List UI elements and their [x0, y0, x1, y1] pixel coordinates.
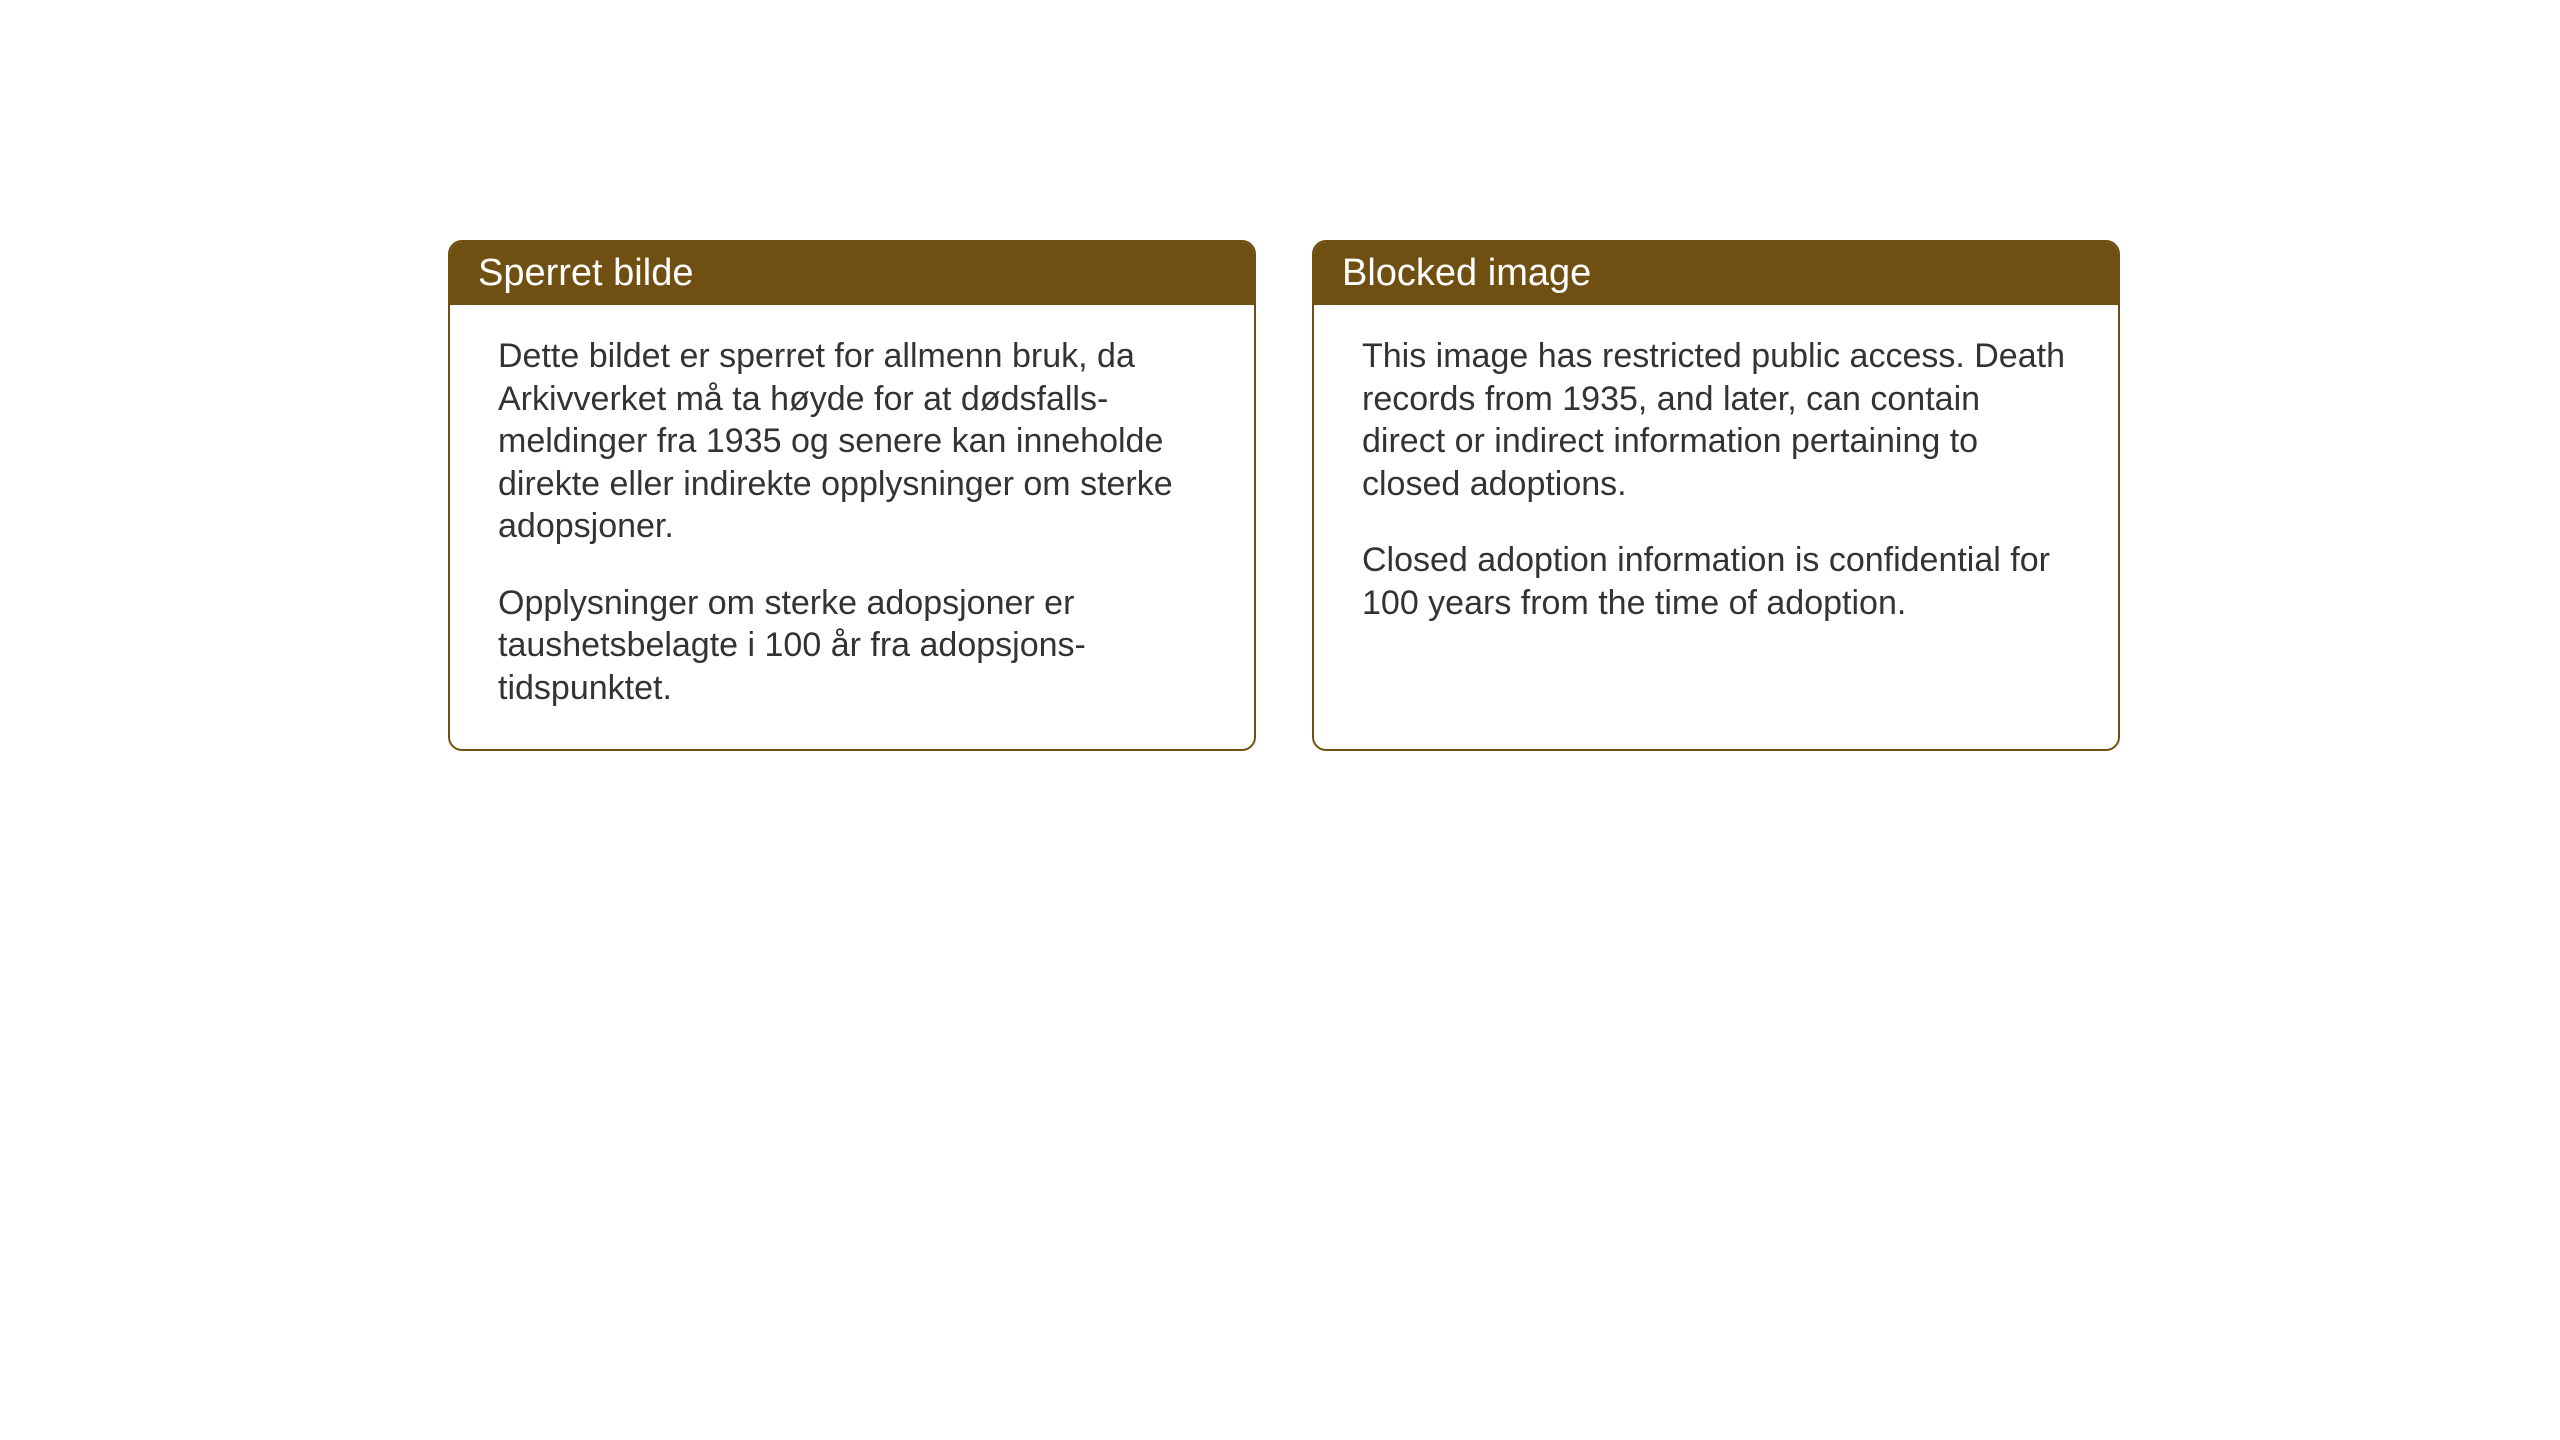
card-body-english: This image has restricted public access.…	[1314, 305, 2118, 744]
card-para1-english: This image has restricted public access.…	[1362, 335, 2070, 505]
card-body-norwegian: Dette bildet er sperret for allmenn bruk…	[450, 305, 1254, 749]
card-para2-norwegian: Opplysninger om sterke adopsjoner er tau…	[498, 582, 1206, 710]
card-title-english: Blocked image	[1342, 252, 1591, 294]
card-header-norwegian: Sperret bilde	[450, 242, 1254, 305]
card-para2-english: Closed adoption information is confident…	[1362, 539, 2070, 624]
card-para1-norwegian: Dette bildet er sperret for allmenn bruk…	[498, 335, 1206, 548]
card-title-norwegian: Sperret bilde	[478, 252, 693, 294]
card-header-english: Blocked image	[1314, 242, 2118, 305]
card-english: Blocked image This image has restricted …	[1312, 240, 2120, 751]
card-norwegian: Sperret bilde Dette bildet er sperret fo…	[448, 240, 1256, 751]
notice-container: Sperret bilde Dette bildet er sperret fo…	[0, 0, 2560, 751]
